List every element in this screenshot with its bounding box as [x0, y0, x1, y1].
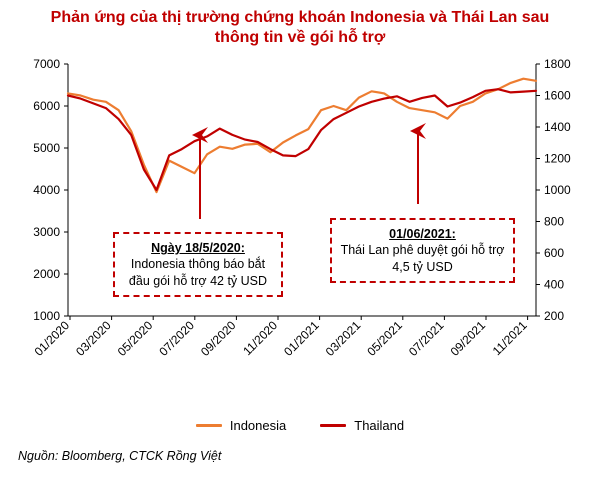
svg-text:11/2021: 11/2021 [490, 318, 530, 358]
svg-text:1800: 1800 [544, 57, 571, 71]
legend-label-indonesia: Indonesia [230, 418, 286, 433]
svg-text:1000: 1000 [544, 183, 571, 197]
annotation-thailand: 01/06/2021: Thái Lan phê duyệt gói hỗ tr… [330, 218, 515, 283]
svg-text:1000: 1000 [33, 309, 60, 323]
svg-text:01/2020: 01/2020 [32, 318, 73, 359]
svg-text:03/2020: 03/2020 [73, 318, 114, 359]
svg-text:11/2020: 11/2020 [240, 318, 280, 358]
svg-text:2000: 2000 [33, 267, 60, 281]
annotation-thailand-date: 01/06/2021: [389, 227, 456, 241]
annotation-thailand-text: Thái Lan phê duyệt gói hỗ trợ 4,5 tỷ USD [341, 243, 505, 273]
svg-text:800: 800 [544, 215, 564, 229]
legend-item-thailand: Thailand [320, 418, 404, 433]
svg-text:1400: 1400 [544, 120, 571, 134]
svg-text:1200: 1200 [544, 152, 571, 166]
svg-text:05/2021: 05/2021 [364, 318, 405, 359]
svg-text:3000: 3000 [33, 225, 60, 239]
svg-text:07/2021: 07/2021 [406, 318, 447, 359]
svg-text:6000: 6000 [33, 99, 60, 113]
annotation-indonesia: Ngày 18/5/2020: Indonesia thông báo bắt … [113, 232, 283, 297]
legend-swatch-indonesia [196, 424, 222, 427]
svg-text:09/2020: 09/2020 [198, 318, 239, 359]
svg-text:03/2021: 03/2021 [323, 318, 364, 359]
legend-swatch-thailand [320, 424, 346, 427]
legend-item-indonesia: Indonesia [196, 418, 286, 433]
svg-text:01/2021: 01/2021 [281, 318, 322, 359]
svg-text:200: 200 [544, 309, 564, 323]
svg-text:09/2021: 09/2021 [448, 318, 489, 359]
source-text: Nguồn: Bloomberg, CTCK Rồng Việt [18, 449, 594, 463]
svg-text:5000: 5000 [33, 141, 60, 155]
svg-text:07/2020: 07/2020 [156, 318, 197, 359]
svg-text:600: 600 [544, 246, 564, 260]
chart-title: Phản ứng của thị trường chứng khoán Indo… [36, 8, 564, 48]
legend-label-thailand: Thailand [354, 418, 404, 433]
svg-text:7000: 7000 [33, 57, 60, 71]
plot-area: 1000 2000 3000 4000 5000 6000 7000 200 400 600 800… [20, 54, 580, 364]
annotation-indonesia-date: Ngày 18/5/2020: [151, 241, 245, 255]
svg-text:4000: 4000 [33, 183, 60, 197]
svg-text:1600: 1600 [544, 89, 571, 103]
chart-container: Phản ứng của thị trường chứng khoán Indo… [0, 0, 600, 504]
chart-svg: 1000 2000 3000 4000 5000 6000 7000 200 400 600 800… [20, 54, 580, 364]
svg-text:400: 400 [544, 278, 564, 292]
legend: Indonesia Thailand [6, 418, 594, 433]
svg-text:05/2020: 05/2020 [115, 318, 156, 359]
annotation-indonesia-text: Indonesia thông báo bắt đầu gói hỗ trợ 4… [129, 257, 267, 287]
